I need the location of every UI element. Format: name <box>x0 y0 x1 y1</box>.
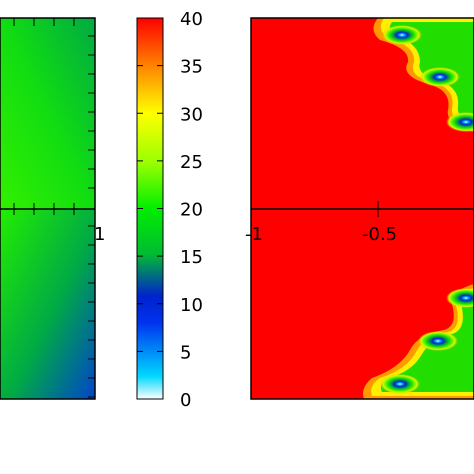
right-minimum-well <box>418 331 458 351</box>
right-x-tick-label-mid: -0.5 <box>362 224 397 245</box>
colorbar-tick-label: 40 <box>180 9 203 30</box>
right-minimum-lobes-bottom-green <box>380 292 474 392</box>
right-minimum-well <box>420 67 460 87</box>
right-panel-ticks <box>250 201 379 217</box>
right-minimum-well <box>382 25 422 45</box>
left-heatmap-bottom-half <box>0 209 95 399</box>
right-minimum-well <box>380 374 420 394</box>
colorbar-tick-label: 10 <box>180 295 203 316</box>
left-heatmap-top-half <box>0 18 95 209</box>
right-minimum-well <box>446 288 474 308</box>
colorbar-tick-label: 20 <box>180 200 203 221</box>
right-x-tick-label-left: -1 <box>245 224 263 245</box>
right-heatmap-panel: -1 -0.5 <box>245 17 474 400</box>
left-heatmap-panel: 1 <box>0 17 105 400</box>
colorbar: 0 5 10 15 20 25 30 35 40 <box>136 9 203 411</box>
left-x-tick-label: 1 <box>94 224 105 245</box>
left-panel-ticks <box>13 18 95 398</box>
colorbar-tick-label: 35 <box>180 57 203 78</box>
right-minima <box>380 25 474 394</box>
right-minimum-well <box>446 112 474 132</box>
colorbar-tick-label: 30 <box>180 104 203 125</box>
colorbar-tick-label: 0 <box>180 390 191 411</box>
colorbar-tick-label: 15 <box>180 247 203 268</box>
colorbar-tick-labels: 0 5 10 15 20 25 30 35 40 <box>180 9 203 411</box>
colorbar-tick-label: 5 <box>180 342 191 363</box>
colorbar-ticks <box>137 17 163 400</box>
colorbar-tick-label: 25 <box>180 152 203 173</box>
